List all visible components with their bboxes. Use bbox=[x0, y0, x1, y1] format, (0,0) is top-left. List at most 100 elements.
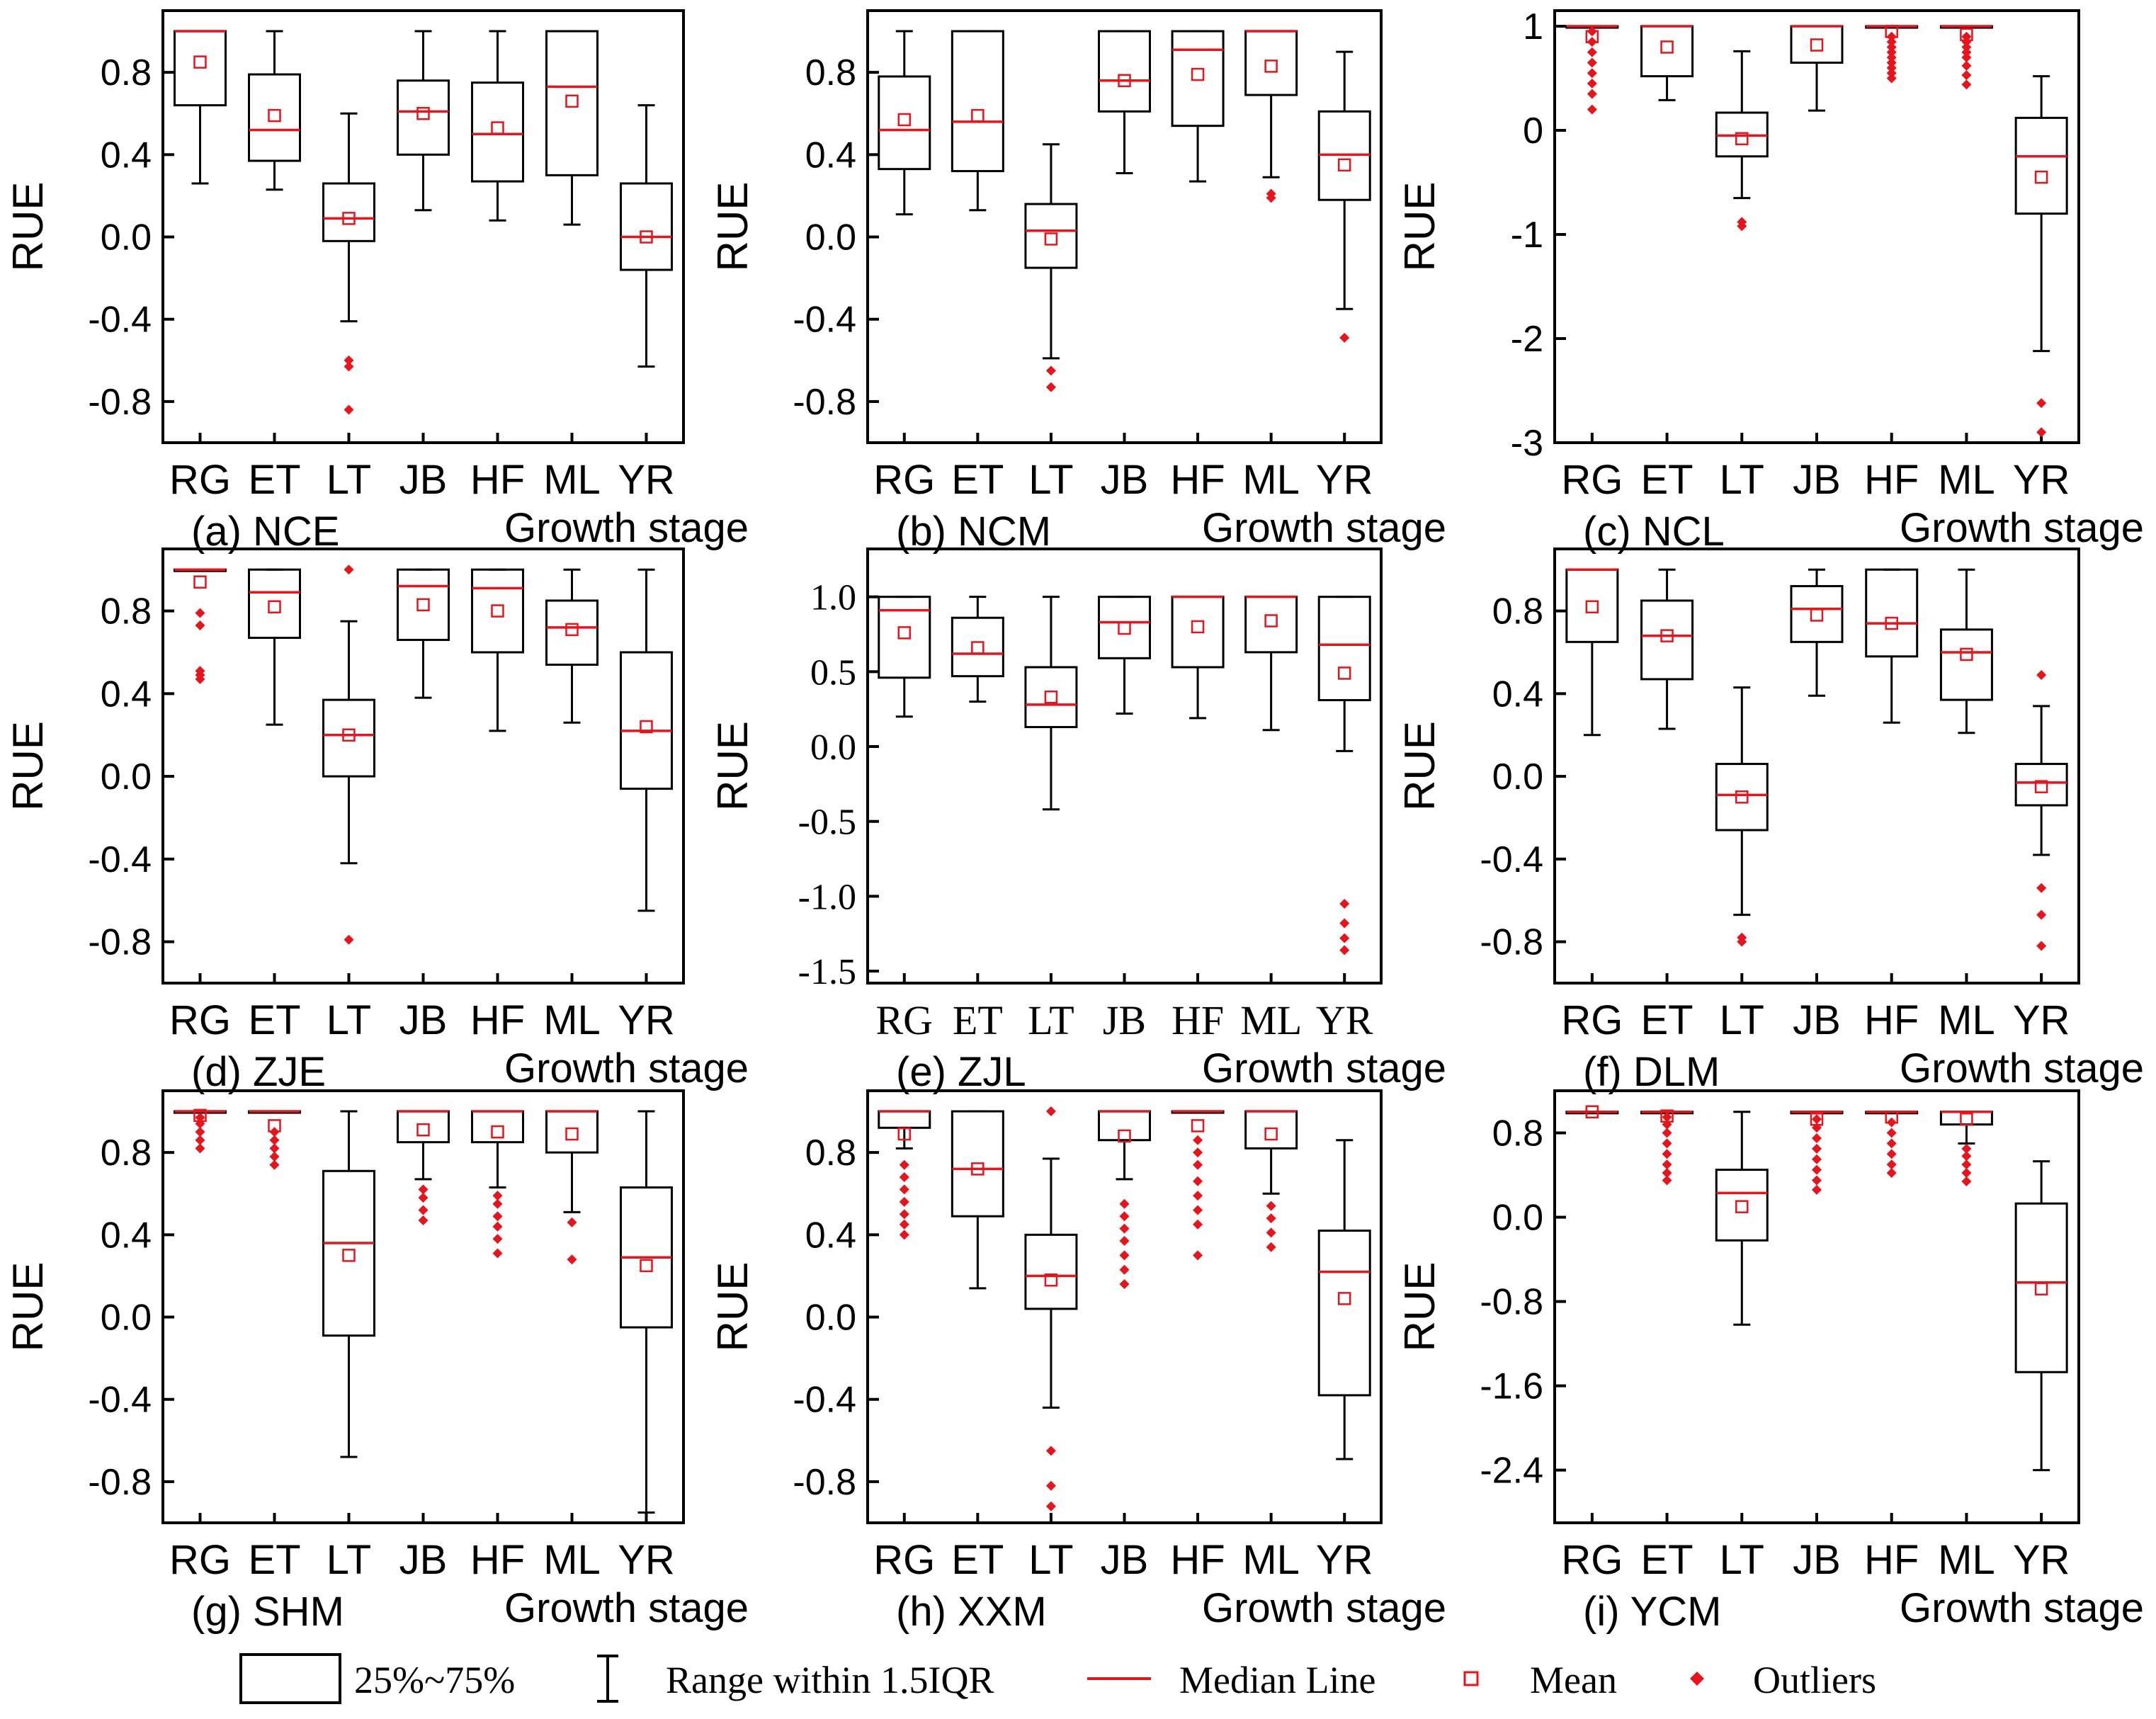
mean-marker bbox=[1191, 1119, 1205, 1133]
box-ML bbox=[1939, 1111, 1993, 1186]
legend-mean-swatch bbox=[1463, 1671, 1479, 1686]
box-JB bbox=[1098, 1110, 1151, 1290]
box-JB bbox=[1098, 596, 1151, 715]
mean-marker bbox=[1735, 790, 1749, 804]
chart-panel-4: -0.8 -0.4 0.0 0.4 0.8 RUE RG ET LT JB HF ML YR (d) ZJ… bbox=[4, 548, 749, 1095]
legend-median-label: Median Line bbox=[1179, 1659, 1375, 1701]
iqr-box bbox=[878, 596, 931, 679]
iqr-box bbox=[1640, 25, 1694, 78]
mean-marker bbox=[1337, 666, 1351, 680]
box-ML bbox=[545, 1110, 598, 1265]
outlier-point bbox=[1886, 1138, 1897, 1149]
box-ET bbox=[248, 568, 301, 726]
iqr-box bbox=[1024, 203, 1078, 269]
outlier-point bbox=[2036, 883, 2047, 893]
outlier-point bbox=[1812, 1133, 1822, 1143]
x-tick-label: RG bbox=[873, 1537, 935, 1583]
mean-marker bbox=[565, 623, 579, 637]
y-axis-label: RUE bbox=[709, 182, 756, 272]
mean-marker bbox=[971, 1162, 985, 1176]
y-tick-label: -1.0 bbox=[798, 877, 856, 917]
chart-panel-2: -0.8 -0.4 0.0 0.4 0.8 RUE RG ET LT JB HF ML YR (b) NC… bbox=[709, 9, 1446, 555]
box-LT bbox=[322, 1110, 375, 1458]
y-tick-label: 0.8 bbox=[1492, 1113, 1543, 1154]
iqr-box bbox=[248, 73, 301, 162]
outlier-point bbox=[1961, 42, 1972, 52]
mean-marker bbox=[971, 641, 985, 654]
y-tick-label: -0.4 bbox=[1480, 839, 1543, 880]
outlier-point bbox=[1339, 945, 1350, 955]
box-RG bbox=[878, 1110, 931, 1240]
x-tick-label: JB bbox=[399, 457, 448, 503]
iqr-box bbox=[1171, 30, 1225, 127]
y-tick-label: 0.4 bbox=[805, 135, 856, 176]
mean-marker bbox=[1191, 67, 1205, 81]
outlier-point bbox=[1961, 1168, 1972, 1179]
outlier-point bbox=[567, 1217, 577, 1227]
legend-box-swatch bbox=[239, 1653, 341, 1704]
x-tick-label: LT bbox=[1720, 1537, 1764, 1583]
outlier-point bbox=[1961, 1159, 1972, 1170]
outlier-point bbox=[1662, 1138, 1672, 1149]
x-tick-label: ET bbox=[248, 457, 300, 503]
y-axis-label: RUE bbox=[4, 1262, 52, 1352]
box-RG bbox=[1565, 568, 1619, 737]
iqr-box bbox=[951, 616, 1004, 678]
x-tick-label: LT bbox=[1028, 1537, 1073, 1583]
box-JB bbox=[397, 30, 450, 212]
x-tick-label: ET bbox=[951, 457, 1004, 503]
outlier-point bbox=[1193, 1219, 1203, 1230]
box-YR bbox=[1317, 50, 1371, 343]
chart-panel-3: -3 -2 -1 0 1 RUE RG ET LT JB HF ML YR (c) NCL Growth s… bbox=[1396, 6, 2144, 555]
box-HF bbox=[471, 568, 524, 732]
outlier-point bbox=[1193, 1250, 1203, 1261]
y-tick-label: 0.0 bbox=[101, 217, 152, 259]
box-LT bbox=[1715, 50, 1769, 232]
outlier-point bbox=[195, 620, 205, 631]
outlier-point bbox=[1045, 1480, 1056, 1491]
iqr-box bbox=[1565, 568, 1619, 643]
box-ET bbox=[951, 30, 1004, 212]
iqr-box bbox=[1244, 1110, 1298, 1150]
x-axis-label: Growth stage bbox=[1900, 1045, 2144, 1091]
outlier-point bbox=[1193, 1205, 1203, 1215]
legend-box-label: 25%~75% bbox=[354, 1659, 515, 1701]
x-tick-label: RG bbox=[875, 997, 933, 1043]
chart-panel-8: -0.8 -0.4 0.0 0.4 0.8 RUE RG ET LT JB HF ML YR (h) XX… bbox=[709, 1089, 1446, 1635]
mean-marker bbox=[416, 598, 430, 612]
y-tick-label: -0.4 bbox=[793, 1380, 856, 1421]
mean-marker bbox=[1810, 608, 1824, 622]
x-tick-label: LT bbox=[1028, 997, 1074, 1043]
outlier-point bbox=[1662, 1112, 1672, 1123]
outlier-point bbox=[344, 404, 354, 415]
y-tick-label: 0.0 bbox=[1492, 1198, 1543, 1239]
x-tick-label: ML bbox=[1938, 1537, 1995, 1583]
outlier-point bbox=[492, 1221, 503, 1232]
outlier-point bbox=[1662, 1119, 1672, 1130]
outlier-point bbox=[492, 1191, 503, 1201]
legend-mean-label: Mean bbox=[1530, 1659, 1617, 1701]
outlier-point bbox=[1266, 1201, 1276, 1211]
outlier-point bbox=[1045, 1106, 1056, 1117]
box-ET bbox=[248, 30, 301, 191]
mean-marker bbox=[1885, 616, 1898, 630]
outlier-point bbox=[1812, 1123, 1822, 1133]
mean-marker bbox=[2034, 170, 2048, 184]
iqr-box bbox=[878, 75, 931, 171]
box-LT bbox=[1715, 686, 1769, 947]
outlier-point bbox=[1886, 73, 1897, 84]
y-tick-label: 0.0 bbox=[101, 1298, 152, 1339]
x-tick-label: ET bbox=[951, 1537, 1004, 1583]
box-ML bbox=[1244, 595, 1298, 732]
mean-marker bbox=[1960, 1112, 1973, 1126]
iqr-box bbox=[1640, 599, 1694, 681]
x-tick-label: YR bbox=[2013, 997, 2070, 1043]
outlier-point bbox=[1886, 62, 1897, 73]
outlier-point bbox=[1812, 1143, 1822, 1154]
x-tick-label: YR bbox=[618, 997, 675, 1043]
mean-marker bbox=[640, 230, 653, 244]
outlier-point bbox=[1119, 1264, 1130, 1275]
outlier-point bbox=[418, 1193, 429, 1203]
mean-marker bbox=[1044, 691, 1058, 704]
y-tick-label: 0.8 bbox=[1492, 591, 1543, 632]
